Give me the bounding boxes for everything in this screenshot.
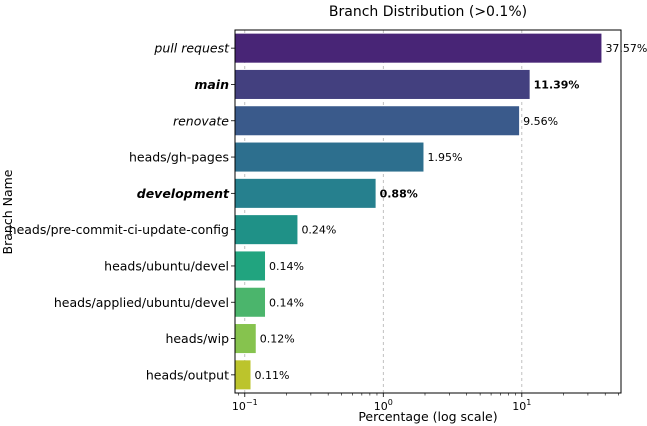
category-labels: pull request main renovate heads/gh-pages de… <box>9 41 235 382</box>
category-label: heads/pre-commit-ci-update-config <box>9 222 229 237</box>
value-label: 11.39% <box>534 78 580 91</box>
category-label: heads/gh-pages <box>129 150 229 165</box>
bar <box>235 360 251 390</box>
bar <box>235 215 298 245</box>
value-label: 0.12% <box>260 333 295 346</box>
category-label: heads/output <box>146 367 229 382</box>
category-label: heads/ubuntu/devel <box>104 258 229 273</box>
x-tick-exponent: 1 <box>526 398 531 407</box>
bar <box>235 324 256 354</box>
y-axis-label: Branch Name <box>0 169 15 254</box>
category-label: main <box>194 77 229 92</box>
chart-title: Branch Distribution (>0.1%) <box>329 4 527 20</box>
bar <box>235 178 376 208</box>
value-label: 37.57% <box>605 42 647 55</box>
bar <box>235 33 602 63</box>
x-tick-label: 101 <box>512 398 531 413</box>
x-tick-label: 10−1 <box>232 398 258 413</box>
plot-frame <box>234 29 622 394</box>
bar <box>235 142 424 172</box>
value-labels: 37.57% 11.39% 9.56% 1.95% 0.88% 0.24% 0.14% 0.1… <box>255 42 647 382</box>
value-label: 0.88% <box>380 187 418 200</box>
bar <box>235 251 266 281</box>
value-label: 1.95% <box>427 151 462 164</box>
x-tick-exponent: −1 <box>246 398 258 407</box>
value-label: 0.14% <box>269 296 304 309</box>
bar <box>235 69 530 99</box>
category-label: renovate <box>173 113 229 128</box>
category-label: pull request <box>153 41 230 56</box>
x-tick-base: 10 <box>512 400 526 413</box>
x-tick-exponent: 0 <box>388 398 393 407</box>
x-ticks: 10−1 100 101 <box>232 393 619 413</box>
x-tick-base: 10 <box>232 400 246 413</box>
x-tick-base: 10 <box>374 400 388 413</box>
value-label: 0.14% <box>269 260 304 273</box>
x-tick-label: 100 <box>374 398 393 413</box>
bar <box>235 287 266 317</box>
value-label: 0.24% <box>301 224 336 237</box>
value-label: 9.56% <box>523 115 558 128</box>
category-label: heads/wip <box>165 331 229 346</box>
category-label: heads/applied/ubuntu/devel <box>54 295 229 310</box>
bars <box>235 33 602 390</box>
x-axis-label: Percentage (log scale) <box>358 409 497 424</box>
category-label: development <box>137 186 230 201</box>
bar <box>235 106 520 136</box>
value-label: 0.11% <box>255 369 290 382</box>
